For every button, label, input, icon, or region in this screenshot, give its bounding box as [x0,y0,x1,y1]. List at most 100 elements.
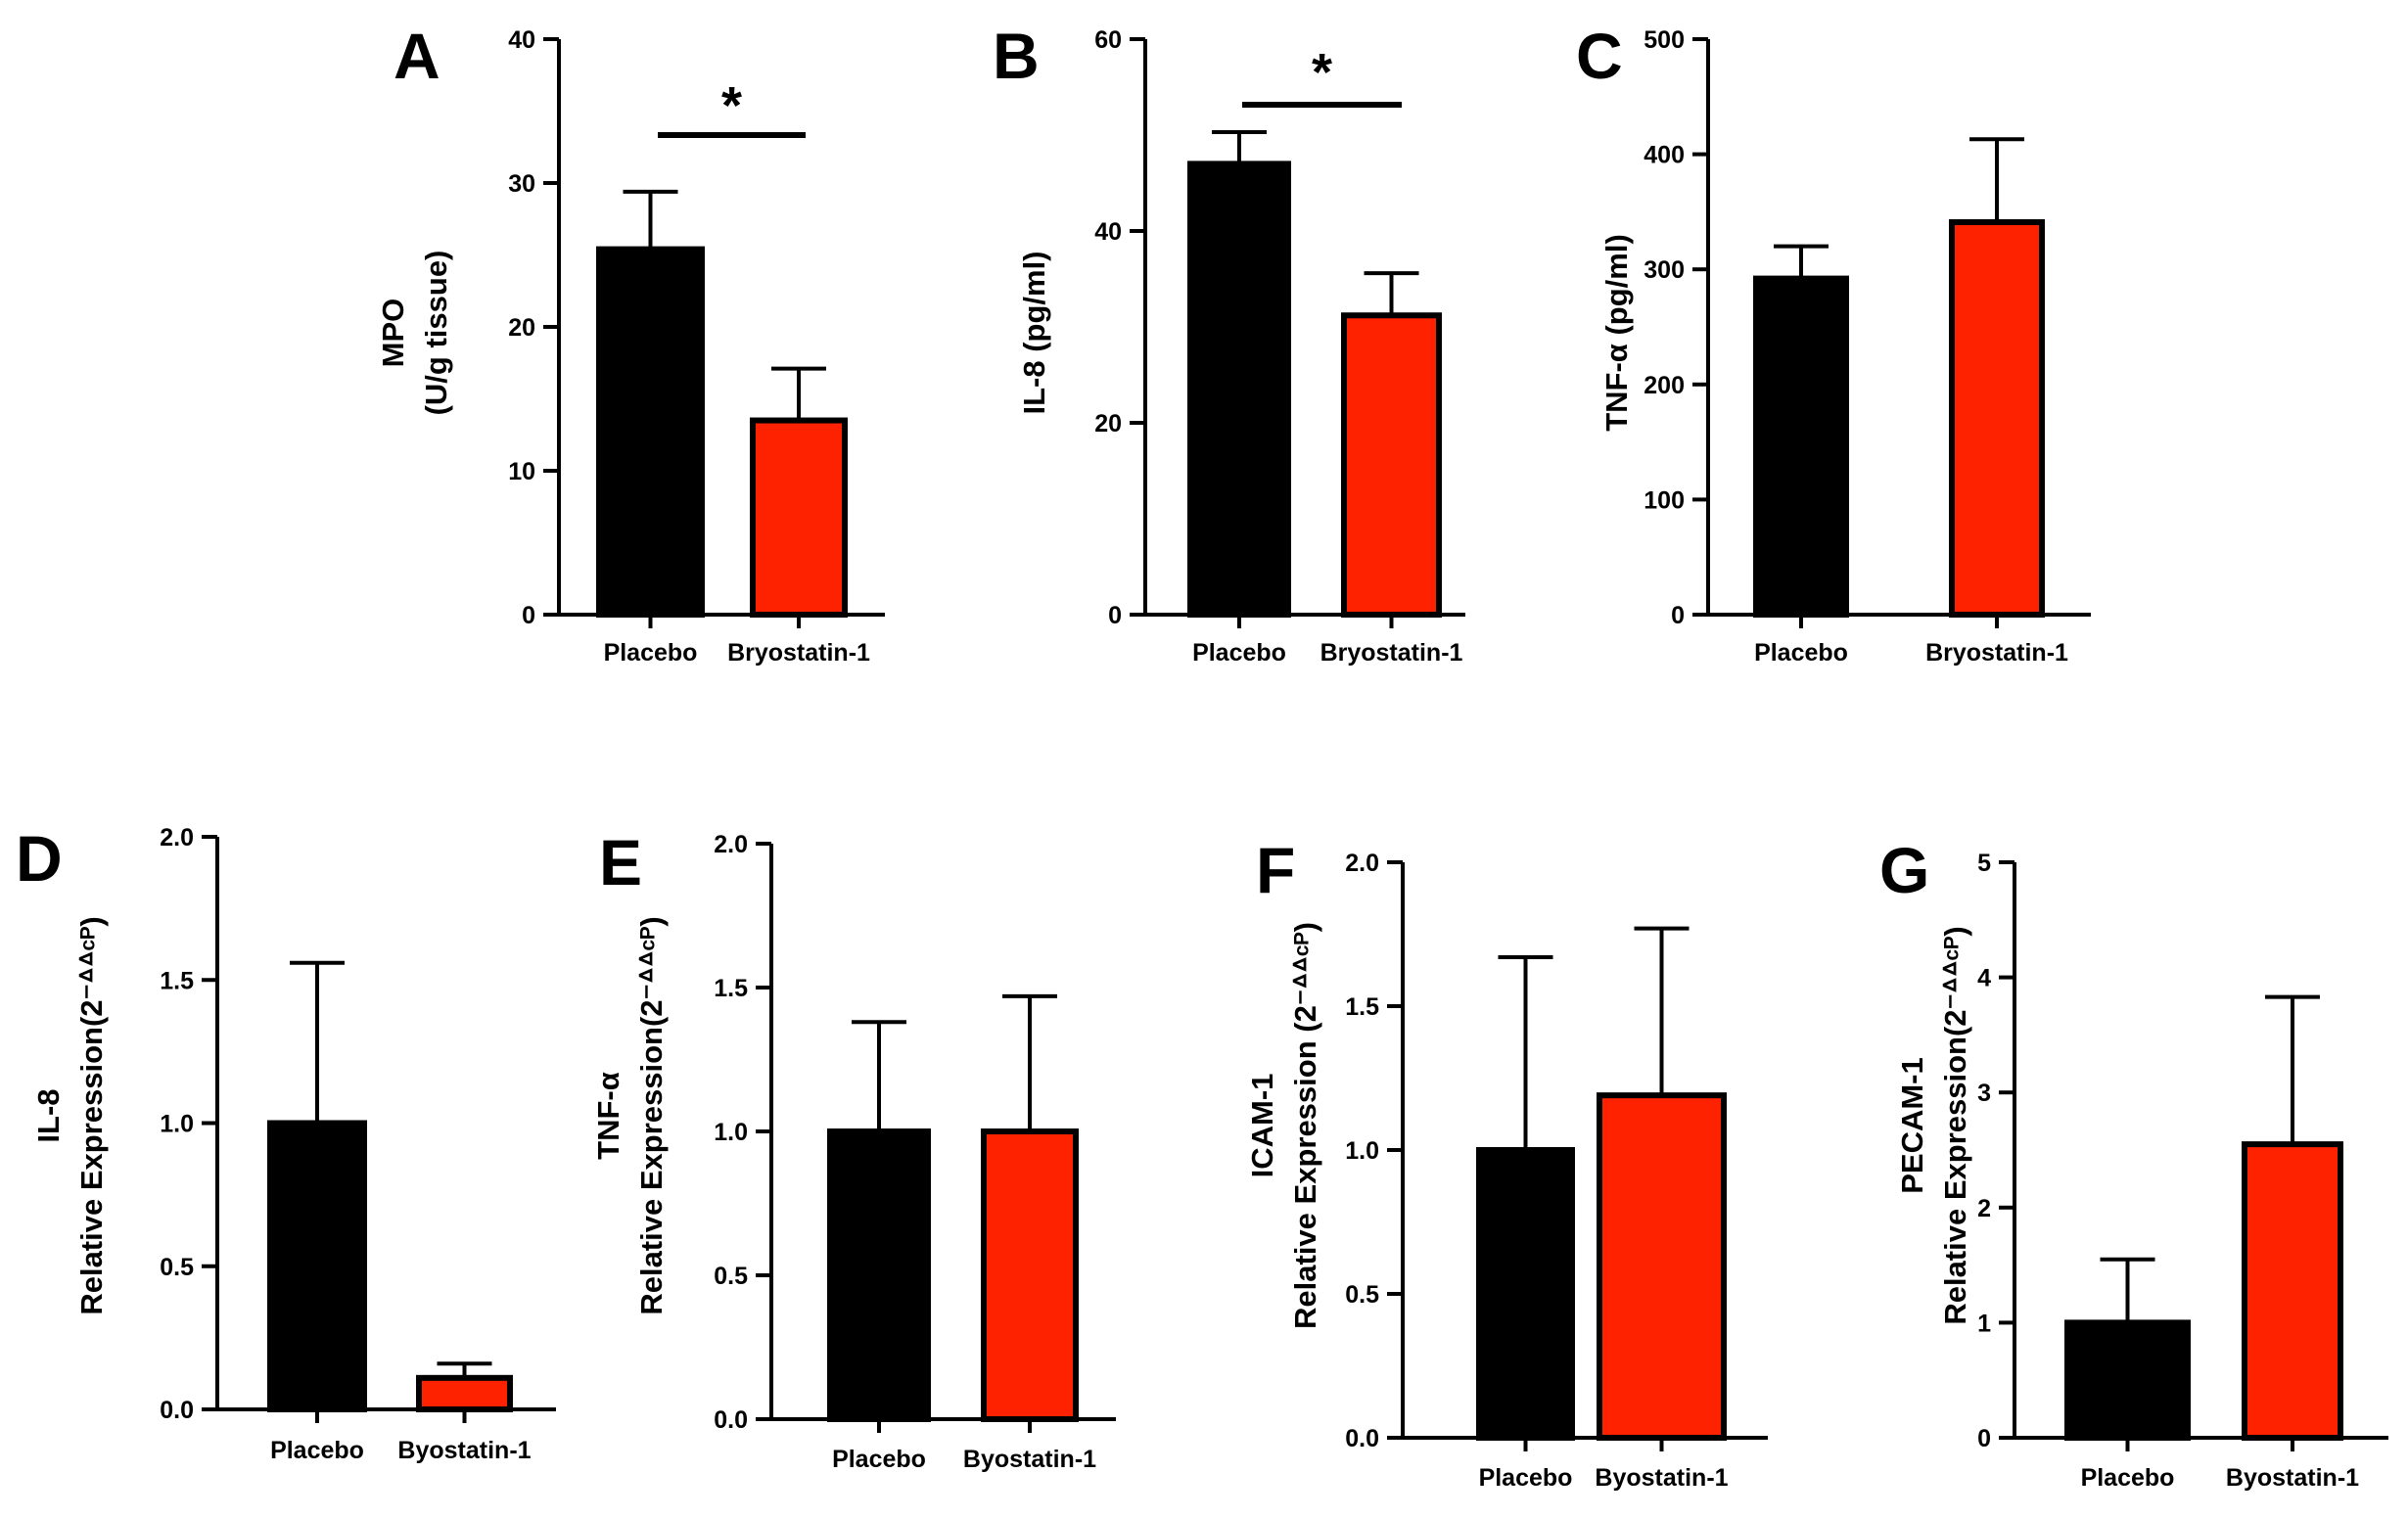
bar-placebo [2064,1319,2191,1442]
y-tick-label: 1.5 [1345,993,1379,1021]
category-label: Placebo [270,1437,364,1464]
category-label: Byostatin-1 [963,1446,1096,1473]
bar-treatment [1597,1092,1727,1441]
y-tick-label: 1.0 [160,1111,194,1138]
panel-letter: C [1576,20,1623,92]
significance-star: * [1312,43,1332,102]
y-tick-label: 3 [1977,1080,1991,1107]
bar-treatment [981,1128,1079,1422]
error-bar [1774,244,1829,279]
y-tick-label: 1.5 [160,967,194,994]
y-axis-label: ICAM-1 [1245,1074,1279,1178]
y-axis-label: TNF-α (pg/ml) [1599,234,1634,432]
panel-letter: B [993,20,1040,92]
error-bar [1002,993,1057,1131]
y-tick-label: 10 [508,458,535,485]
y-tick-label: 1.0 [1345,1137,1379,1165]
y-tick-label: 300 [1644,256,1685,284]
error-bar [1969,137,2024,222]
y-tick-label: 0.0 [1345,1425,1379,1452]
y-tick-label: 5 [1977,850,1991,877]
panel-d: 0.0 0.5 1.0 1.5 2.0 Placebo Byostatin-1 IL-8 Rel… [16,822,556,1464]
category-label: Placebo [1192,639,1286,667]
y-tick-label: 0 [1671,602,1685,629]
bar-placebo [1476,1147,1575,1441]
bar-treatment [750,417,848,618]
y-axis-label: PECAM-1 [1895,1057,1929,1194]
y-tick-label: 2.0 [714,831,748,858]
category-label: Placebo [1479,1464,1573,1492]
y-tick-label: 0 [1977,1425,1991,1452]
bar-treatment [1341,312,1442,618]
y-tick-label: 0.5 [714,1263,748,1290]
y-tick-label: 0 [1108,602,1122,629]
y-tick-label: 40 [1094,218,1122,246]
category-label: Placebo [2081,1464,2175,1492]
bar-treatment [2242,1141,2343,1441]
panel-letter: D [16,822,63,895]
y-tick-label: 60 [1094,26,1122,54]
y-tick-label: 0.0 [714,1406,748,1434]
panel-b: 0 20 40 60 Placebo Bryostatin-1 IL-8 (pg/ml) B * [993,20,1465,667]
y-tick-label: 0 [522,602,535,629]
error-bar [1364,271,1419,316]
error-bar [437,1361,492,1378]
bar-placebo [827,1128,931,1422]
category-label: Placebo [832,1446,926,1473]
panel-a: 0 10 20 30 40 Placebo Bryostatin-1 MPO (U/g tiss… [376,20,885,667]
y-tick-label: 500 [1644,26,1685,54]
y-tick-label: 4 [1977,965,1991,992]
y-tick-label: 20 [1094,410,1122,437]
y-axis-label: IL-8 [31,1088,66,1142]
y-tick-label: 1.0 [714,1119,748,1146]
y-axis-label: MPO [376,299,410,368]
y-tick-label: 20 [508,314,535,342]
error-bar [2265,994,2320,1145]
category-label: Byostatin-1 [2226,1464,2359,1492]
y-tick-label: 0.0 [160,1397,194,1424]
panel-e: 0.0 0.5 1.0 1.5 2.0 Placebo Byostatin-1 TNF-α Re… [591,826,1116,1473]
y-tick-label: 40 [508,26,535,54]
y-tick-label: 100 [1644,486,1685,514]
y-tick-label: 2.0 [160,824,194,852]
y-tick-label: 1 [1977,1310,1991,1337]
significance-star: * [721,76,742,135]
y-axis-label: IL-8 (pg/ml) [1017,251,1051,414]
panel-f: 0.0 0.5 1.0 1.5 2.0 Placebo Byostatin-1 ICAM-1 R… [1245,834,1768,1492]
panel-letter: G [1879,834,1929,906]
panel-g: 0 1 2 3 4 5 Placebo Byostatin-1 PECAM-1 Relative … [1879,834,2388,1492]
y-axis-label: Relative Expression(2⁻ᐞᐞᶜᴾ) [1938,926,1972,1324]
category-label: Bryostatin-1 [727,639,870,667]
error-bar [1498,955,1553,1150]
y-tick-label: 200 [1644,372,1685,399]
y-axis-label: (U/g tissue) [419,251,453,416]
y-tick-label: 1.5 [714,975,748,1002]
error-bar [623,189,678,250]
category-label: Placebo [604,639,698,667]
bar-treatment [1949,218,2045,618]
panel-c: 0 100 200 300 400 500 Placebo Bryostatin-1 TNF-α… [1576,20,2091,667]
panel-letter: A [394,20,440,92]
y-tick-label: 2.0 [1345,850,1379,877]
y-axis-label: Relative Expression (2⁻ᐞᐞᶜᴾ) [1288,922,1322,1329]
y-tick-label: 0.5 [160,1254,194,1281]
bar-placebo [1753,275,1849,618]
y-tick-label: 2 [1977,1195,1991,1222]
panel-letter: E [599,826,642,898]
error-bar [852,1020,906,1131]
bar-placebo [267,1120,367,1412]
category-label: Byostatin-1 [397,1437,531,1464]
panel-letter: F [1256,834,1295,906]
bar-placebo [1187,161,1291,618]
y-tick-label: 0.5 [1345,1281,1379,1309]
y-tick-label: 30 [508,170,535,198]
error-bar [771,366,826,421]
error-bar [1634,926,1690,1096]
y-axis-label: Relative Expression(2⁻ᐞᐞᶜᴾ) [74,916,109,1314]
y-tick-label: 400 [1644,142,1685,169]
error-bar [2100,1257,2155,1323]
y-axis-label: TNF-α [591,1072,625,1160]
error-bar [1212,130,1267,164]
category-label: Bryostatin-1 [1320,639,1463,667]
